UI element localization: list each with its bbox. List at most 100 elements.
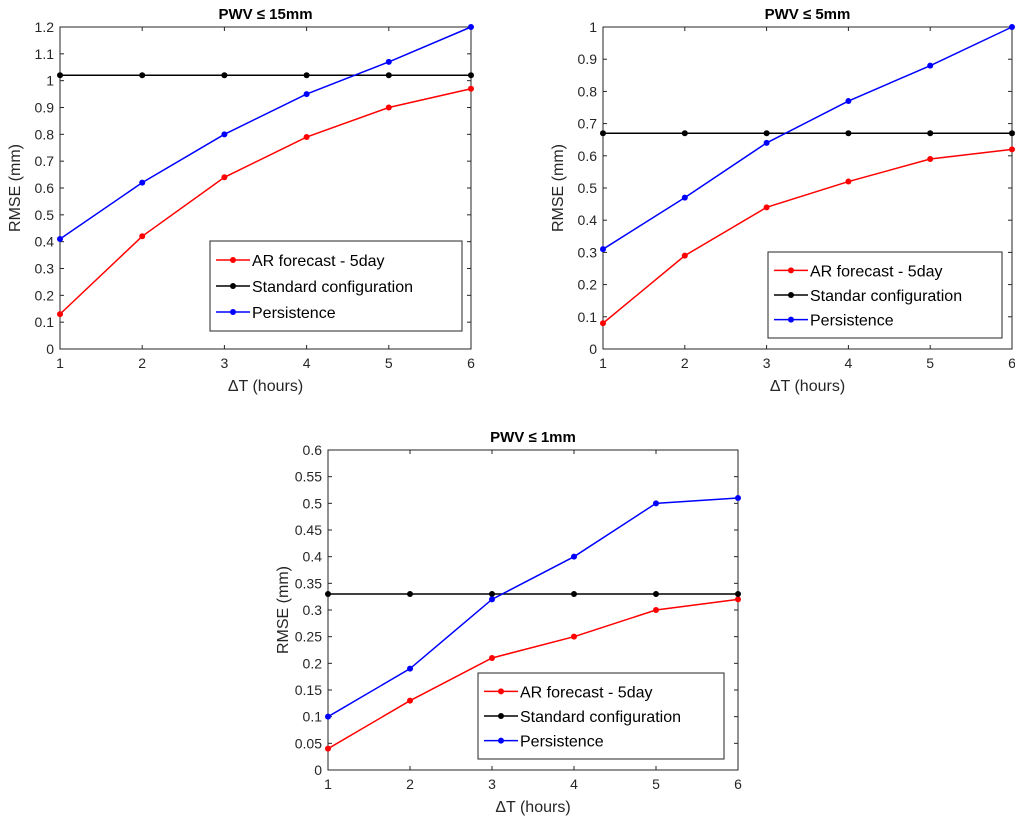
series-3 xyxy=(57,24,474,242)
legend-swatch-marker xyxy=(788,292,794,298)
legend-label: Standar configuration xyxy=(810,288,962,305)
data-point xyxy=(407,591,413,597)
y-tick-label: 0.3 xyxy=(35,261,55,277)
y-tick-label: 0 xyxy=(46,341,54,357)
y-tick-label: 0.4 xyxy=(35,234,55,250)
y-tick-label: 0.4 xyxy=(303,549,323,565)
series-2 xyxy=(325,591,741,597)
data-point xyxy=(653,500,659,507)
y-tick-label: 0.6 xyxy=(578,148,598,164)
data-point xyxy=(489,591,495,597)
data-point xyxy=(600,130,606,137)
y-tick-label: 0.4 xyxy=(578,212,598,228)
legend: AR forecast - 5day Standard configuration… xyxy=(209,240,463,332)
data-point xyxy=(325,713,331,720)
data-point xyxy=(57,235,63,242)
y-axis-label: RMSE (mm) xyxy=(550,144,567,232)
y-tick-label: 0.25 xyxy=(295,629,322,645)
y-tick-label: 0.8 xyxy=(578,83,598,99)
data-point xyxy=(927,130,934,137)
y-tick-label: 1 xyxy=(589,19,597,35)
legend-box xyxy=(209,240,463,332)
y-tick-label: 0.2 xyxy=(578,277,598,293)
series-line xyxy=(602,148,1013,324)
x-tick-label: 1 xyxy=(56,355,64,371)
legend-swatch-marker xyxy=(788,316,794,323)
legend-label: Standard configuration xyxy=(252,279,413,296)
data-point xyxy=(927,62,934,69)
legend-box xyxy=(477,672,725,760)
data-point xyxy=(303,72,310,79)
series-1 xyxy=(325,596,741,752)
data-point xyxy=(681,194,688,201)
y-tick-label: 0.45 xyxy=(295,522,322,538)
x-tick-label: 1 xyxy=(599,355,607,371)
data-point xyxy=(385,58,392,65)
legend-label: Persistence xyxy=(520,734,604,751)
series-line xyxy=(59,26,472,240)
data-point xyxy=(845,98,852,105)
data-point xyxy=(325,591,331,597)
data-point xyxy=(600,320,606,327)
legend-swatch-marker xyxy=(230,283,236,289)
data-point xyxy=(468,24,474,30)
y-tick-label: 0.1 xyxy=(578,309,598,325)
x-tick-label: 6 xyxy=(467,355,475,371)
legend-swatch-marker xyxy=(230,309,236,315)
x-tick-label: 6 xyxy=(734,776,742,792)
legend-swatch-marker xyxy=(498,713,504,719)
data-point xyxy=(845,130,852,137)
data-point xyxy=(571,553,577,560)
x-tick-label: 6 xyxy=(1008,355,1015,371)
data-point xyxy=(600,246,606,253)
series-3 xyxy=(325,495,741,720)
chart-title: PWV ≤ 15mm xyxy=(218,6,312,23)
series-1 xyxy=(600,146,1015,327)
y-tick-label: 0.9 xyxy=(578,51,598,67)
data-point xyxy=(139,72,146,79)
y-tick-label: 0.1 xyxy=(303,709,323,725)
chart-title: PWV ≤ 1mm xyxy=(490,429,576,446)
y-tick-label: 0.35 xyxy=(295,575,322,591)
series-3 xyxy=(600,24,1015,253)
data-point xyxy=(1009,146,1015,153)
y-tick-label: 1.2 xyxy=(35,19,55,35)
legend-label: Standard configuration xyxy=(520,709,681,726)
data-point xyxy=(763,139,770,146)
data-point xyxy=(468,72,474,79)
series-line xyxy=(59,87,472,315)
data-point xyxy=(407,697,413,704)
y-tick-label: 0.8 xyxy=(35,126,55,142)
data-point xyxy=(1009,24,1015,30)
x-tick-label: 2 xyxy=(406,776,414,792)
series-1 xyxy=(57,85,474,318)
legend-label: Persistence xyxy=(810,313,894,330)
x-tick-label: 1 xyxy=(324,776,332,792)
series-line xyxy=(602,26,1013,250)
data-point xyxy=(139,179,146,186)
data-point xyxy=(763,130,770,137)
data-point xyxy=(385,72,392,79)
y-tick-label: 0.6 xyxy=(303,442,323,458)
x-tick-label: 3 xyxy=(488,776,496,792)
x-tick-label: 3 xyxy=(763,355,771,371)
x-tick-label: 2 xyxy=(138,355,146,371)
data-point xyxy=(407,665,413,672)
y-tick-label: 0.1 xyxy=(35,314,55,330)
series-2 xyxy=(57,72,474,79)
x-tick-label: 4 xyxy=(303,355,311,371)
x-tick-label: 5 xyxy=(385,355,393,371)
y-tick-label: 0.3 xyxy=(578,244,598,260)
data-point xyxy=(571,591,577,597)
y-tick-label: 0.3 xyxy=(303,602,323,618)
y-tick-label: 0.5 xyxy=(578,180,598,196)
data-point xyxy=(1009,130,1015,137)
plot-2: 0 0.1 0.2 0.3 0.4 0.5 0.6 0.7 0.8 0.9 1 1 2 3 4 5 6 PWV ≤… xyxy=(550,6,1015,395)
y-tick-label: 0.05 xyxy=(295,735,322,751)
data-point xyxy=(681,130,688,137)
legend-label: AR forecast - 5day xyxy=(810,263,943,280)
y-tick-label: 0 xyxy=(314,762,322,778)
y-tick-label: 0.6 xyxy=(35,180,55,196)
y-axis-label: RMSE (mm) xyxy=(275,566,292,654)
